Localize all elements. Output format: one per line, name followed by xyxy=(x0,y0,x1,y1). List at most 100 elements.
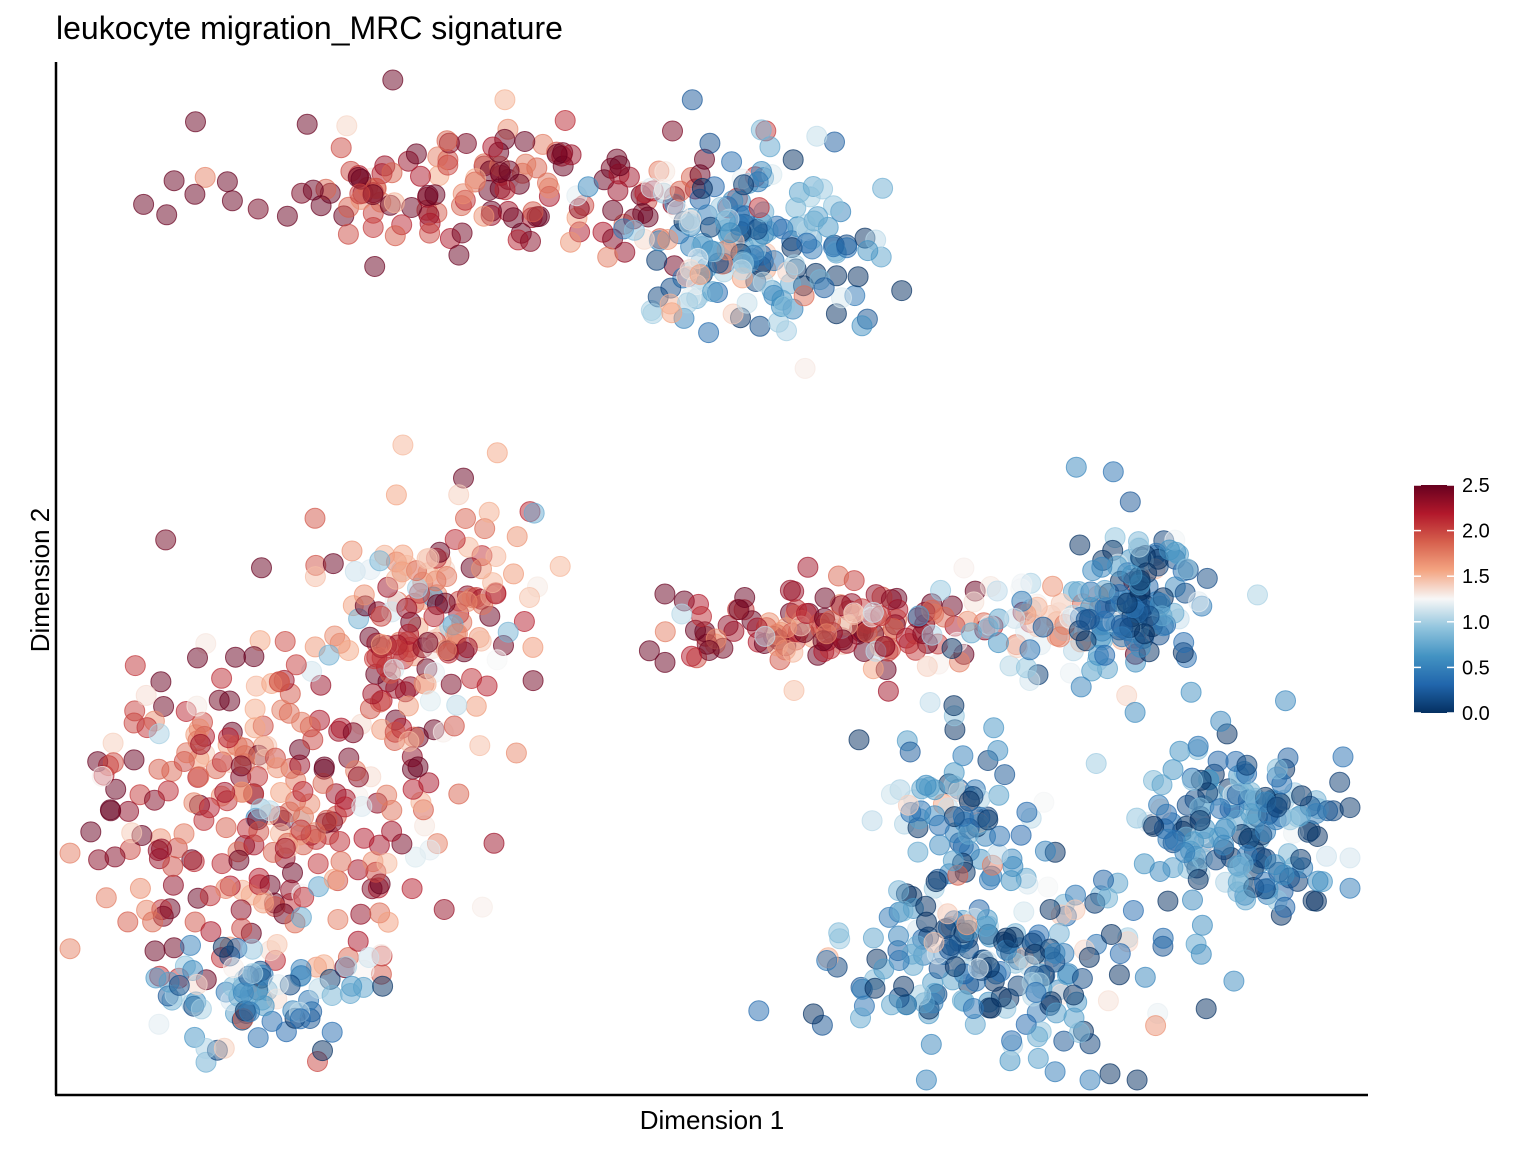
scatter-point xyxy=(671,603,693,625)
scatter-point xyxy=(1048,922,1070,944)
scatter-point xyxy=(1042,575,1064,597)
scatter-point xyxy=(1279,809,1301,831)
scatter-point xyxy=(748,197,770,219)
scatter-point xyxy=(486,442,508,464)
scatter-point xyxy=(274,837,296,859)
scatter-point xyxy=(806,125,828,147)
scatter-point xyxy=(520,230,541,252)
scatter-point xyxy=(339,983,361,1004)
scatter-point xyxy=(370,605,392,627)
scatter-point xyxy=(455,508,476,529)
scatter-point xyxy=(216,171,238,193)
scatter-point xyxy=(941,638,963,659)
scatter-point xyxy=(1148,794,1170,816)
scatter-point xyxy=(1290,848,1312,870)
scatter-point xyxy=(353,827,375,849)
scatter-point xyxy=(290,906,312,928)
scatter-point xyxy=(219,690,241,712)
scatter-point xyxy=(336,115,358,137)
scatter-point xyxy=(1116,592,1138,614)
scatter-point xyxy=(1329,771,1351,793)
scatter-point xyxy=(321,985,343,1006)
scatter-point xyxy=(451,222,473,244)
scatter-point xyxy=(124,655,146,677)
scatter-point xyxy=(370,633,392,655)
scatter-point xyxy=(736,292,758,314)
scatter-point xyxy=(244,698,266,720)
scatter-point xyxy=(302,729,324,751)
scatter-point xyxy=(908,605,930,627)
scatter-point xyxy=(952,805,974,827)
scatter-point xyxy=(494,89,516,111)
scatter-point xyxy=(689,264,711,286)
scatter-point xyxy=(1091,556,1113,578)
scatter-point xyxy=(1013,901,1035,923)
scatter-point xyxy=(928,814,950,836)
scatter-point xyxy=(362,217,384,238)
scatter-point xyxy=(1189,810,1211,831)
scatter-point xyxy=(891,280,913,302)
scatter-point xyxy=(722,303,744,325)
scatter-point xyxy=(654,161,676,182)
scatter-point xyxy=(813,277,835,299)
scatter-point xyxy=(279,801,301,823)
scatter-point xyxy=(338,640,360,661)
scatter-point xyxy=(1339,797,1361,819)
scatter-point xyxy=(102,752,124,774)
scatter-point xyxy=(502,207,524,229)
scatter-point xyxy=(519,587,540,608)
scatter-point xyxy=(776,320,797,342)
scatter-point xyxy=(990,986,1012,1008)
scatter-point xyxy=(1075,609,1097,631)
scatter-point xyxy=(385,484,407,506)
scatter-point xyxy=(187,647,208,669)
scatter-point xyxy=(505,742,527,764)
scatter-point xyxy=(396,597,418,619)
scatter-point xyxy=(513,611,535,632)
scatter-point xyxy=(434,592,456,614)
scatter-point xyxy=(419,690,441,712)
scatter-point xyxy=(796,232,818,254)
scatter-point xyxy=(782,641,804,663)
scatter-point xyxy=(794,357,816,379)
scatter-point xyxy=(847,266,869,288)
scatter-point xyxy=(59,938,81,960)
scatter-point xyxy=(410,165,431,187)
scatter-point xyxy=(880,589,902,611)
scatter-point xyxy=(88,849,110,871)
scatter-point xyxy=(117,911,139,933)
scatter-point xyxy=(721,151,743,173)
scatter-point xyxy=(1196,567,1218,589)
scatter-point xyxy=(782,149,804,171)
scatter-point xyxy=(1195,998,1217,1020)
scatter-point xyxy=(920,1033,942,1055)
scatter-point xyxy=(1016,801,1038,823)
scatter-point xyxy=(243,646,265,668)
scatter-point xyxy=(1264,854,1286,876)
scatter-point xyxy=(623,219,645,241)
scatter-point xyxy=(862,601,884,623)
scatter-point xyxy=(921,624,943,646)
scatter-point xyxy=(407,577,428,599)
scatter-point xyxy=(1291,785,1313,807)
scatter-point xyxy=(816,623,838,645)
scatter-point xyxy=(828,565,849,587)
scatter-point xyxy=(1116,685,1138,707)
scatter-point xyxy=(774,295,795,317)
scatter-point xyxy=(482,136,504,158)
scatter-point xyxy=(59,842,81,864)
scatter-point xyxy=(828,922,850,944)
scatter-point xyxy=(698,640,720,661)
scatter-point xyxy=(750,119,772,141)
scatter-point xyxy=(888,925,909,947)
scatter-point xyxy=(214,781,236,803)
scatter-point xyxy=(554,110,576,131)
scatter-point xyxy=(537,172,558,194)
colorbar-tick-label: 1.5 xyxy=(1462,566,1490,588)
scatter-point xyxy=(892,900,914,922)
scatter-point xyxy=(1274,896,1296,918)
scatter-point xyxy=(1039,899,1061,920)
scatter-point xyxy=(642,303,664,325)
scatter-point xyxy=(296,113,318,135)
scatter-point xyxy=(597,246,619,268)
